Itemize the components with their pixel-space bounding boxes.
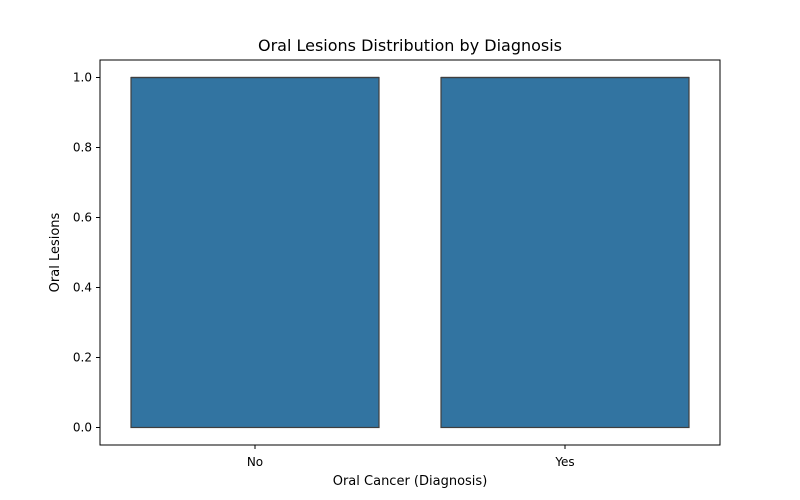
x-tick-label-yes: Yes bbox=[554, 455, 574, 469]
y-tick-label: 0.6 bbox=[73, 211, 92, 225]
y-tick-label: 0.0 bbox=[73, 421, 92, 435]
plot-frame bbox=[99, 59, 721, 446]
box-yes bbox=[440, 76, 690, 429]
y-tick-label: 0.8 bbox=[73, 141, 92, 155]
y-tick-label: 0.4 bbox=[73, 281, 92, 295]
chart-title: Oral Lesions Distribution by Diagnosis bbox=[258, 36, 562, 55]
box-no bbox=[130, 76, 380, 429]
y-axis: 0.0 0.2 0.4 0.6 0.8 1.0 bbox=[73, 71, 100, 435]
x-tick-label-no: No bbox=[247, 455, 263, 469]
y-tick-label: 1.0 bbox=[73, 71, 92, 85]
y-axis-label: Oral Lesions bbox=[48, 212, 63, 292]
x-axis: No Yes bbox=[247, 445, 575, 469]
x-axis-label: Oral Cancer (Diagnosis) bbox=[333, 474, 488, 489]
box-group bbox=[130, 76, 690, 429]
y-tick-label: 0.2 bbox=[73, 351, 92, 365]
plot-area: 0.0 0.2 0.4 0.6 0.8 1.0 No Yes bbox=[73, 59, 721, 469]
